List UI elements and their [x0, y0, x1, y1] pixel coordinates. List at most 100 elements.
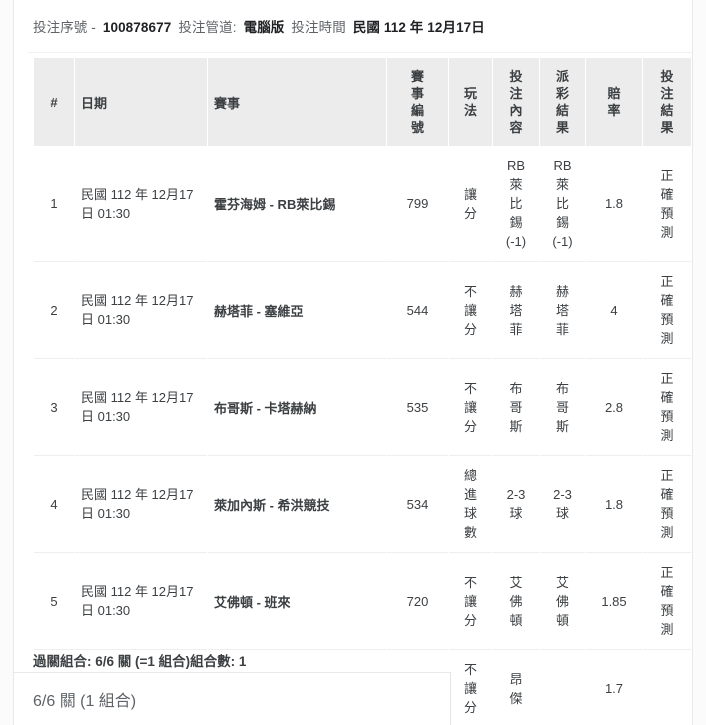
- cell-play-type-text: 不讓分: [463, 662, 477, 715]
- cell-payout-result: [540, 650, 585, 725]
- cell-date: 民國 112 年 12月17日 01:30: [75, 146, 207, 262]
- cell-bet-content: 布哥斯: [493, 359, 539, 456]
- column-header-bet-result-text: 投注結果: [660, 69, 674, 135]
- cell-play-type-text: 讓分: [463, 186, 477, 221]
- column-header-bet-content: 投注內容: [493, 58, 539, 146]
- cell-play-type-text: 不讓分: [463, 380, 477, 434]
- cell-bet-content-text: 2-3 球: [506, 487, 526, 521]
- cell-payout-result: RB 萊比錫 (-1): [540, 146, 585, 262]
- combination-summary: 過關組合: 6/6 關 (=1 組合)組合數: 1: [33, 654, 247, 669]
- cell-play-type: 不讓分: [449, 553, 492, 650]
- column-header-payout-result-text: 派彩結果: [555, 69, 569, 135]
- cell-play-type: 不讓分: [449, 359, 492, 456]
- table-row: 1 民國 112 年 12月17日 01:30 霍芬海姆 - RB萊比錫 799 讓分 R…: [34, 146, 691, 262]
- column-header-odds: 賠率: [586, 58, 642, 146]
- cell-odds: 2.8: [586, 359, 642, 456]
- cell-payout-result-text: RB 萊比錫 (-1): [552, 158, 573, 249]
- cell-game-number: 799: [387, 146, 448, 262]
- table-header: # 日期 賽事 賽事編號 玩法 投注內容 派彩結果 賠率 投注結果: [34, 58, 691, 146]
- cell-bet-content: RB 萊比錫 (-1): [493, 146, 539, 262]
- cell-play-type-text: 總進球數: [463, 468, 477, 540]
- column-header-play-type: 玩法: [449, 58, 492, 146]
- cell-play-type-text: 不讓分: [463, 283, 477, 337]
- cell-bet-content-text: 昂傑: [509, 671, 523, 706]
- column-header-game-number: 賽事編號: [387, 58, 448, 146]
- cell-bet-content: 昂傑: [493, 650, 539, 725]
- table-row: 3 民國 112 年 12月17日 01:30 布哥斯 - 卡塔赫納 535 不讓分 布哥…: [34, 359, 691, 456]
- bet-details-table: # 日期 賽事 賽事編號 玩法 投注內容 派彩結果 賠率 投注結果 1 民國 11…: [33, 58, 692, 725]
- cell-bet-content-text: RB 萊比錫 (-1): [505, 158, 527, 249]
- channel-value: 電腦版: [243, 20, 285, 35]
- cell-game-number: 544: [387, 262, 448, 359]
- cell-payout-result: 艾佛頓: [540, 553, 585, 650]
- cell-bet-content: 赫塔菲: [493, 262, 539, 359]
- serial-value: 100878677: [102, 20, 172, 35]
- cell-game-number: 535: [387, 359, 448, 456]
- cell-index: 1: [34, 146, 74, 262]
- cell-odds: 1.8: [586, 456, 642, 553]
- cell-bet-result: 正確預測: [643, 553, 691, 650]
- cell-odds: 4: [586, 262, 642, 359]
- cell-index: 2: [34, 262, 74, 359]
- cell-bet-result: 正確預測: [643, 146, 691, 262]
- cell-index: 3: [34, 359, 74, 456]
- column-header-event: 賽事: [208, 58, 386, 146]
- cell-bet-result-text: 正確預測: [660, 468, 674, 540]
- cell-game-number: 534: [387, 456, 448, 553]
- cell-payout-result-text: 艾佛頓: [555, 574, 569, 628]
- column-header-bet-content-text: 投注內容: [509, 69, 523, 135]
- column-header-date: 日期: [75, 58, 207, 146]
- cell-odds: 1.85: [586, 553, 642, 650]
- cell-bet-result: 正確預測: [643, 262, 691, 359]
- cell-bet-result-text: 正確預測: [660, 274, 674, 346]
- cell-bet-result-text: 正確預測: [660, 371, 674, 443]
- serial-label: 投注序號 -: [33, 20, 96, 35]
- bet-slip-summary: 投注序號 - 100878677 投注管道: 電腦版 投注時間 民國 112 年 12月1…: [33, 18, 485, 38]
- cell-event: 布哥斯 - 卡塔赫納: [208, 359, 386, 456]
- cell-bet-content-text: 布哥斯: [509, 380, 523, 434]
- cell-payout-result-text: 赫塔菲: [555, 283, 569, 337]
- cell-index: 4: [34, 456, 74, 553]
- bet-details-table-wrapper: # 日期 賽事 賽事編號 玩法 投注內容 派彩結果 賠率 投注結果 1 民國 11…: [33, 58, 691, 725]
- cell-event: 赫塔菲 - 塞維亞: [208, 262, 386, 359]
- cell-bet-result-text: 正確預測: [660, 167, 674, 240]
- combination-card-label: 6/6 關 (1 組合): [33, 693, 137, 710]
- cell-bet-result: [643, 650, 691, 725]
- cell-payout-result: 2-3 球: [540, 456, 585, 553]
- cell-odds: 1.8: [586, 146, 642, 262]
- combination-card: 6/6 關 (1 組合): [14, 672, 450, 725]
- table-body: 1 民國 112 年 12月17日 01:30 霍芬海姆 - RB萊比錫 799 讓分 R…: [34, 146, 691, 725]
- cell-play-type: 讓分: [449, 146, 492, 262]
- cell-event: 霍芬海姆 - RB萊比錫: [208, 146, 386, 262]
- cell-payout-result: 布哥斯: [540, 359, 585, 456]
- cell-bet-result-text: 正確預測: [660, 565, 674, 637]
- column-header-bet-result: 投注結果: [643, 58, 691, 146]
- cell-payout-result-text: 布哥斯: [555, 380, 569, 434]
- column-header-payout-result: 派彩結果: [540, 58, 585, 146]
- cell-date: 民國 112 年 12月17日 01:30: [75, 262, 207, 359]
- cell-bet-content-text: 艾佛頓: [509, 574, 523, 628]
- column-header-odds-text: 賠率: [607, 86, 621, 118]
- column-header-index: #: [34, 58, 74, 146]
- cell-odds: 1.7: [586, 650, 642, 725]
- column-header-play-type-text: 玩法: [463, 86, 477, 118]
- cell-bet-content: 2-3 球: [493, 456, 539, 553]
- table-row: 2 民國 112 年 12月17日 01:30 赫塔菲 - 塞維亞 544 不讓分 赫塔菲…: [34, 262, 691, 359]
- cell-index: 5: [34, 553, 74, 650]
- cell-date: 民國 112 年 12月17日 01:30: [75, 359, 207, 456]
- cell-play-type: 不讓分: [449, 262, 492, 359]
- cell-play-type: 總進球數: [449, 456, 492, 553]
- time-value: 民國 112 年 12月17日: [352, 20, 485, 35]
- cell-payout-result-text: 2-3 球: [553, 487, 572, 521]
- table-row: 4 民國 112 年 12月17日 01:30 萊加內斯 - 希洪競技 534 總進球數…: [34, 456, 691, 553]
- cell-game-number: 720: [387, 553, 448, 650]
- table-row: 5 民國 112 年 12月17日 01:30 艾佛頓 - 班來 720 不讓分 艾佛頓 艾…: [34, 553, 691, 650]
- cell-bet-content: 艾佛頓: [493, 553, 539, 650]
- header-divider: [28, 52, 692, 53]
- cell-play-type: 不讓分: [449, 650, 492, 725]
- cell-play-type-text: 不讓分: [463, 574, 477, 628]
- time-label: 投注時間: [291, 20, 346, 35]
- cell-bet-content-text: 赫塔菲: [509, 283, 523, 337]
- cell-event: 萊加內斯 - 希洪競技: [208, 456, 386, 553]
- cell-payout-result: 赫塔菲: [540, 262, 585, 359]
